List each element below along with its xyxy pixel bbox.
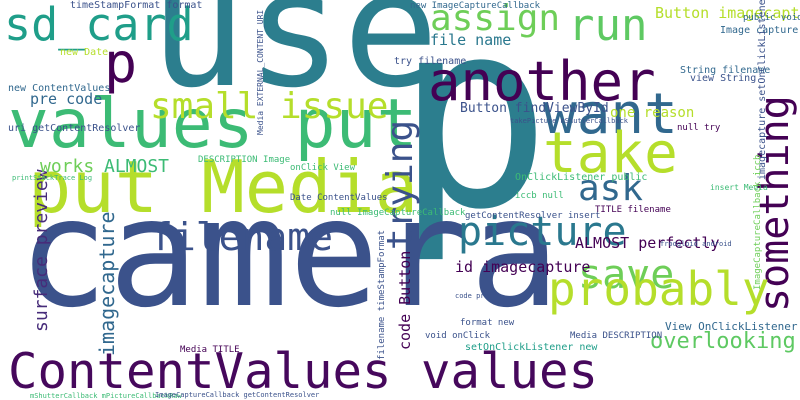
word: picture xyxy=(458,209,627,255)
word: OnClickListener public xyxy=(515,172,647,183)
word: id imagecapture xyxy=(455,258,590,276)
word: pre code xyxy=(30,90,102,108)
word: another xyxy=(428,50,656,113)
word: try filename xyxy=(394,56,466,67)
word: surface preview xyxy=(31,169,52,332)
word: imagecapture setOnClickListener xyxy=(757,0,768,180)
word: assign xyxy=(430,0,560,39)
word: iccb null xyxy=(515,191,564,201)
word: void onClick xyxy=(425,331,491,341)
word: imagecapture xyxy=(95,212,119,357)
word: new ImageCaptureCallback xyxy=(410,1,541,11)
word: null ImageCaptureCallback xyxy=(330,208,466,218)
word: ALMOST xyxy=(104,156,169,177)
word: ImageCaptureCallback iccb xyxy=(753,155,763,290)
word: onClick View xyxy=(290,163,356,173)
word: ImageCaptureCallback getContentResolver xyxy=(155,391,319,399)
word: DESCRIPTION Image xyxy=(198,155,290,165)
word: use xyxy=(150,0,439,123)
word: code pre xyxy=(455,292,489,300)
word: one reason xyxy=(610,105,694,121)
word: filename xyxy=(150,215,333,259)
word: new Date xyxy=(60,47,108,58)
word: Button findViewById xyxy=(460,101,609,116)
word: TITLE filename xyxy=(595,205,671,215)
word: timeStampFormat format xyxy=(70,0,202,11)
word: overlooking p xyxy=(650,329,800,354)
word: mShutterCallback mPictureCallbackRaw xyxy=(30,392,183,400)
word: Media TITLE xyxy=(180,345,240,355)
word: code Button xyxy=(396,251,414,350)
word: Date ContentValues xyxy=(290,193,388,203)
word: insert Media xyxy=(710,183,768,192)
word: format new xyxy=(460,318,515,328)
word: values put xyxy=(8,85,417,164)
word: something xyxy=(752,95,798,312)
word: sd_card xyxy=(4,0,194,51)
word: View OnClickListener xyxy=(665,320,798,333)
word: getContentResolver insert xyxy=(465,211,600,221)
word: Button imagecapture xyxy=(655,4,800,22)
word: null try xyxy=(677,123,721,133)
word: public void xyxy=(743,13,800,23)
word: works xyxy=(40,156,94,177)
word: Media DESCRIPTION xyxy=(570,331,662,341)
word: probably xyxy=(548,262,770,316)
word: run xyxy=(568,0,647,51)
word: filename timeStampFormat xyxy=(377,230,387,360)
word: small issue xyxy=(150,86,388,127)
word: Media EXTERNAL_CONTENT_URI xyxy=(256,10,265,135)
word: printStackTrace Log xyxy=(12,174,92,182)
word: trying xyxy=(380,120,421,250)
word: camera xyxy=(18,167,560,341)
word: ask xyxy=(578,168,643,209)
word: ContentValues values xyxy=(8,343,598,400)
word: new ContentValues xyxy=(8,83,110,94)
word: setOnClickListener new xyxy=(465,342,598,353)
word: uri getContentResolver xyxy=(8,123,140,134)
word: save xyxy=(578,252,674,298)
word: take xyxy=(543,121,678,186)
word: p xyxy=(395,0,552,267)
word: Image capture xyxy=(720,25,798,36)
word: want xyxy=(543,82,678,147)
word: froogloid android xyxy=(660,240,732,248)
word: String filename xyxy=(680,65,770,76)
word: view String xyxy=(690,73,756,84)
word: put Media xyxy=(28,145,418,229)
word: p xyxy=(104,31,137,95)
word: takePicture mShutterCallback xyxy=(510,117,629,125)
word: ALMOST perfectly xyxy=(575,234,720,252)
word: file name xyxy=(430,31,511,49)
